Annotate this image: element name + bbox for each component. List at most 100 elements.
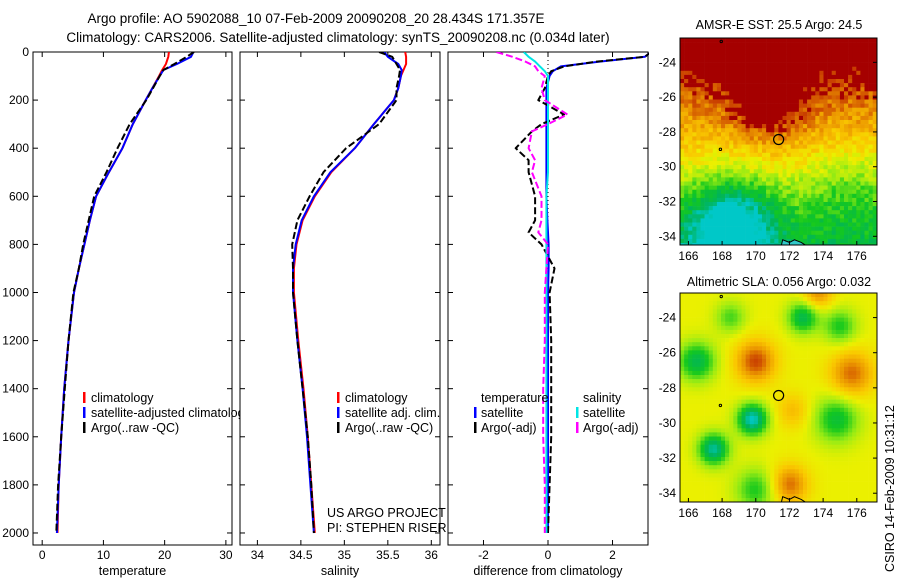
map-cell	[831, 432, 837, 437]
map-cell	[696, 181, 701, 186]
map-cell	[856, 424, 861, 429]
map-cell	[856, 354, 861, 359]
map-cell	[762, 136, 767, 141]
map-cell	[696, 370, 701, 376]
map-cell	[798, 416, 804, 421]
map-cell	[774, 169, 779, 174]
map-cell	[692, 420, 697, 425]
map-cell	[786, 321, 791, 327]
map-cell	[856, 222, 861, 227]
map-cell	[803, 411, 808, 417]
map-cell	[745, 313, 750, 318]
map-cell	[721, 420, 726, 425]
map-cell	[766, 243, 771, 245]
map-cell	[729, 444, 734, 450]
map-cell	[860, 350, 865, 355]
map-cell	[774, 230, 779, 236]
map-cell	[803, 370, 808, 376]
map-cell	[835, 379, 841, 384]
map-cell	[688, 218, 693, 223]
map-cell	[848, 399, 853, 404]
map-cell	[798, 325, 804, 331]
map-cell	[803, 124, 808, 129]
map-cell	[700, 481, 705, 486]
map-cell	[782, 362, 787, 368]
map-cell	[839, 202, 845, 207]
map-cell	[737, 206, 742, 211]
map-cell	[721, 58, 726, 63]
map-cell	[745, 128, 750, 133]
map-cell	[684, 473, 689, 478]
map-cell	[807, 346, 812, 351]
map-cell	[688, 165, 693, 170]
map-cell	[844, 379, 849, 384]
map-cell	[733, 293, 738, 298]
map-cell	[790, 62, 796, 67]
map-cell	[786, 305, 791, 310]
map-cell	[774, 218, 779, 223]
plot-frame	[32, 51, 233, 546]
map-cell	[778, 448, 783, 454]
map-cell	[749, 50, 755, 55]
map-cell	[766, 111, 771, 117]
map-cell	[708, 197, 714, 203]
map-cell	[868, 358, 873, 363]
map-cell	[774, 370, 779, 376]
map-cell	[872, 346, 877, 351]
map-cell	[839, 329, 845, 335]
map-cell	[749, 461, 755, 466]
map-cell	[815, 91, 820, 96]
map-cell	[749, 313, 755, 318]
map-cell	[860, 477, 865, 482]
map-cell	[729, 403, 734, 409]
map-cell	[716, 189, 722, 195]
map-cell	[794, 416, 800, 421]
map-cell	[737, 54, 742, 59]
map-cell	[684, 124, 689, 129]
map-cell	[852, 173, 857, 178]
map-cell	[757, 222, 763, 227]
map-cell	[807, 120, 812, 125]
map-cell	[700, 206, 705, 211]
map-cell	[721, 379, 726, 384]
map-cell	[864, 321, 869, 327]
map-cell	[872, 452, 877, 458]
map-cell	[868, 370, 873, 376]
map-cell	[725, 391, 730, 396]
map-cell	[729, 440, 734, 445]
map-cell	[856, 452, 861, 458]
map-cell	[807, 440, 812, 445]
map-cell	[737, 38, 742, 43]
map-cell	[807, 202, 812, 207]
map-cell	[835, 420, 841, 425]
map-cell	[778, 403, 783, 409]
map-cell	[733, 234, 738, 240]
map-cell	[700, 173, 705, 178]
lon-tick-label: 176	[847, 249, 867, 263]
map-cell	[700, 132, 705, 137]
map-cell	[770, 370, 775, 376]
map-cell	[737, 321, 742, 327]
map-cell	[798, 309, 804, 314]
map-cell	[778, 115, 783, 121]
map-cell	[860, 177, 865, 182]
map-cell	[708, 66, 714, 72]
map-cell	[848, 222, 853, 227]
map-cell	[680, 148, 685, 154]
map-cell	[684, 432, 689, 437]
map-cell	[725, 181, 730, 186]
map-cell	[725, 416, 730, 421]
map-cell	[790, 148, 796, 154]
map-cell	[856, 293, 861, 298]
map-cell	[688, 436, 693, 441]
map-cell	[725, 197, 730, 203]
map-cell	[831, 403, 837, 409]
map-cell	[680, 169, 685, 174]
map-cell	[831, 128, 837, 133]
map-cell	[807, 358, 812, 363]
map-cell	[798, 457, 804, 462]
map-cell	[856, 140, 861, 145]
map-cell	[741, 54, 746, 59]
map-cell	[848, 370, 853, 376]
map-cell	[712, 334, 718, 339]
